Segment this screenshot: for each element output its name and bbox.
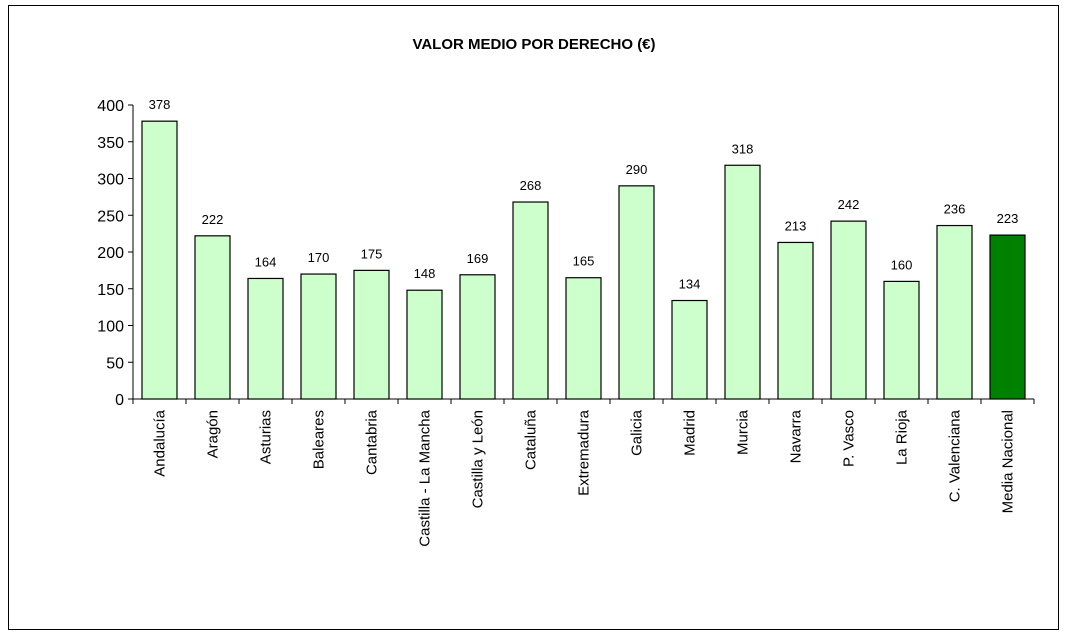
data-label: 378: [149, 97, 171, 112]
bar: [671, 299, 708, 400]
x-tick-label: Madrid: [682, 410, 699, 456]
x-tick-label: Media Nacional: [1000, 410, 1017, 513]
bar: [353, 269, 390, 400]
bar: [194, 235, 231, 400]
bar: [830, 220, 867, 400]
labels: 378 Andalucía 222 Aragón 164 Asturias 170 Balea…: [149, 97, 1019, 547]
x-tick-label: C. Valenciana: [947, 409, 964, 502]
bar: [300, 273, 337, 400]
bar: [406, 289, 443, 400]
bar: [141, 120, 178, 400]
chart-title: VALOR MEDIO POR DERECHO (€): [412, 36, 656, 53]
x-tick-label: Castilla - La Mancha: [417, 409, 434, 546]
data-label: 223: [997, 211, 1019, 226]
bar: [936, 224, 973, 400]
bar: [512, 201, 549, 400]
x-tick-label: Extremadura: [576, 409, 593, 496]
x-tick-label: Galicia: [629, 409, 646, 456]
x-tick-label: Cataluña: [523, 409, 540, 470]
y-tick-label: 100: [97, 319, 124, 336]
data-label: 148: [414, 266, 436, 281]
data-label: 170: [308, 250, 330, 265]
data-label: 242: [838, 197, 860, 212]
x-tick-label: Andalucía: [152, 409, 169, 476]
y-tick-label: 250: [97, 208, 124, 225]
x-tick-label: Castilla y León: [470, 410, 487, 508]
data-label: 268: [520, 178, 542, 193]
data-label: 318: [732, 141, 754, 156]
y-tick-label: 0: [115, 392, 124, 409]
bar: [989, 234, 1026, 400]
bar: [724, 164, 761, 400]
y-tick-label: 200: [97, 245, 124, 262]
data-label: 134: [679, 277, 701, 292]
y-tick-label: 350: [97, 135, 124, 152]
x-tick-label: Aragón: [205, 410, 222, 458]
data-label: 290: [626, 162, 648, 177]
x-tick-label: Navarra: [788, 409, 805, 463]
x-tick-label: P. Vasco: [841, 410, 858, 467]
data-label: 160: [891, 257, 913, 272]
x-tick-label: Baleares: [311, 410, 328, 469]
y-tick-label: 300: [97, 172, 124, 189]
data-label: 175: [361, 246, 383, 261]
y-tick-label: 50: [106, 355, 124, 372]
bar: [883, 280, 920, 400]
x-tick-label: Asturias: [258, 410, 275, 464]
y-tick-label: 150: [97, 282, 124, 299]
x-tick-label: Cantabria: [364, 409, 381, 475]
bar: [618, 185, 655, 400]
axes: 0 50 100 150 200 250 300 350 400: [97, 98, 1035, 409]
x-tick-label: La Rioja: [894, 409, 911, 465]
data-label: 213: [785, 218, 807, 233]
data-label: 164: [255, 254, 277, 269]
data-label: 165: [573, 254, 595, 269]
bar: [777, 241, 814, 400]
data-label: 236: [944, 202, 966, 217]
bar: [459, 274, 496, 400]
x-tick-label: Murcia: [735, 409, 752, 455]
data-label: 222: [202, 212, 224, 227]
bars: [141, 120, 1026, 400]
y-tick-label: 400: [97, 98, 124, 115]
bar: [247, 277, 284, 400]
bar: [565, 277, 602, 400]
data-label: 169: [467, 251, 489, 266]
